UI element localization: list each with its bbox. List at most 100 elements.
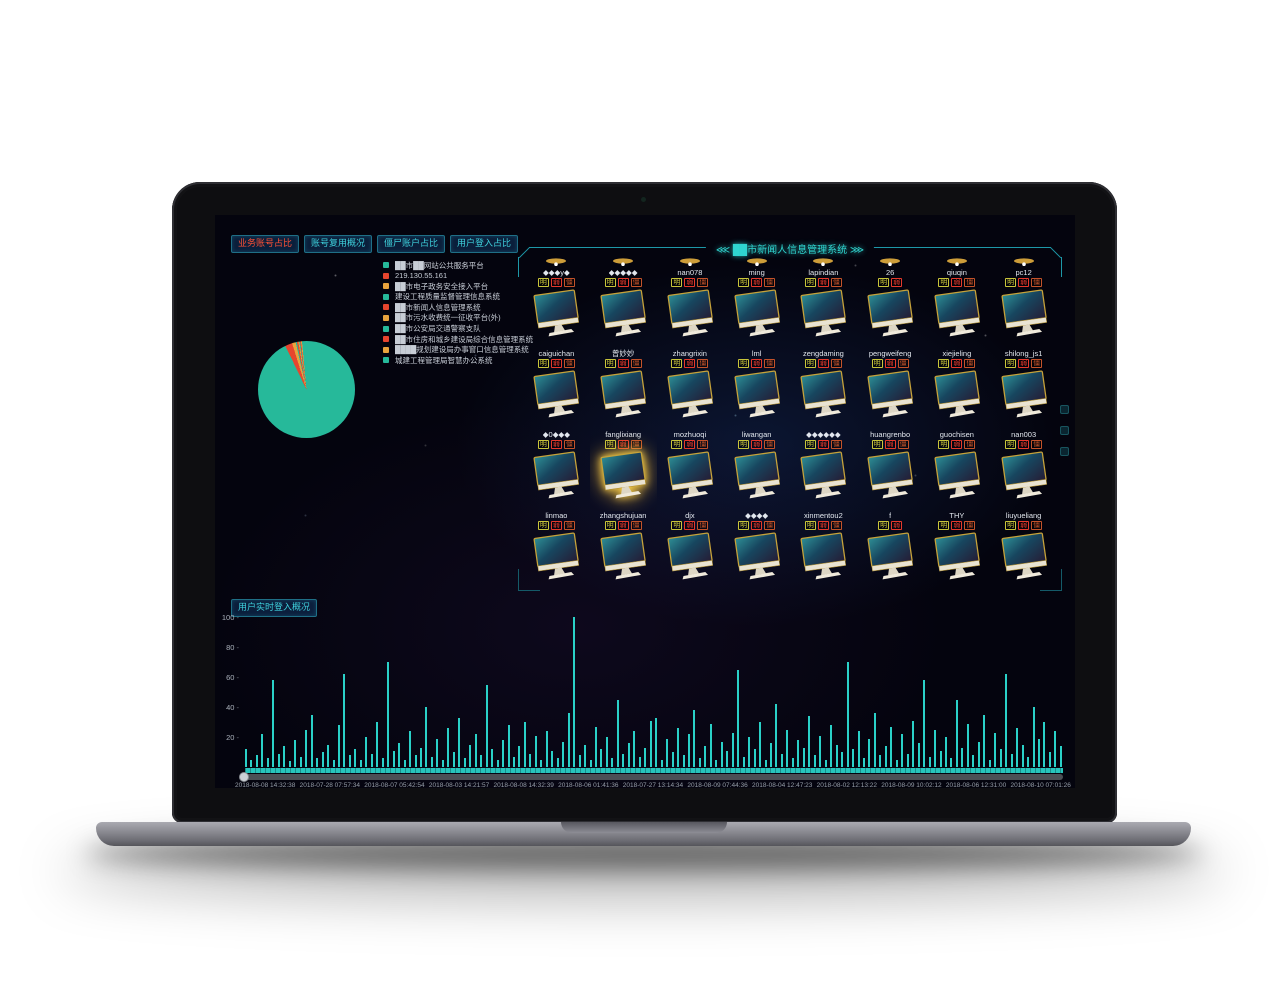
computer-monitor-icon[interactable]	[996, 370, 1052, 418]
computer-monitor-icon[interactable]	[595, 370, 651, 418]
user-cell[interactable]: nan078 明弱僵	[657, 268, 724, 349]
computer-monitor-icon[interactable]	[528, 370, 584, 418]
computer-monitor-icon[interactable]	[662, 289, 718, 337]
legend-item[interactable]: 219.130.55.161	[383, 271, 533, 280]
business-accounts-pie-chart[interactable]	[258, 341, 355, 438]
computer-monitor-icon[interactable]	[996, 532, 1052, 580]
datazoom-scrollbar[interactable]	[245, 774, 1063, 780]
computer-monitor-icon[interactable]	[795, 532, 851, 580]
computer-monitor-icon[interactable]	[595, 289, 651, 337]
datazoom-minimap[interactable]	[245, 768, 1063, 773]
computer-monitor-icon[interactable]	[729, 532, 785, 580]
user-badges: 明弱	[878, 521, 903, 530]
user-cell[interactable]: zhangshujuan 明弱僵	[590, 511, 657, 592]
user-cell[interactable]: caiguichan 明弱僵	[523, 349, 590, 430]
computer-monitor-icon[interactable]	[795, 451, 851, 499]
legend-item[interactable]: ██市公安局交通警察支队	[383, 324, 533, 333]
status-badge: 弱	[550, 521, 562, 530]
bar	[737, 669, 740, 767]
user-cell[interactable]: huangrenbo 明弱僵	[857, 430, 924, 511]
user-cell[interactable]: linmao 明弱僵	[523, 511, 590, 592]
legend-item[interactable]: ██市住房和城乡建设局综合信息管理系统	[383, 335, 533, 344]
computer-monitor-icon[interactable]	[662, 451, 718, 499]
user-cell[interactable]: fanglixiang 明弱僵	[590, 430, 657, 511]
computer-monitor-icon[interactable]	[862, 451, 918, 499]
user-cell[interactable]: 曾妙妙明弱僵	[590, 349, 657, 430]
legend-item[interactable]: ██市污水收费统一征收平台(外)	[383, 313, 533, 322]
status-badge: 弱	[817, 521, 829, 530]
computer-monitor-icon[interactable]	[595, 532, 651, 580]
user-cell[interactable]: ming 明弱僵	[723, 268, 790, 349]
computer-monitor-icon[interactable]	[862, 370, 918, 418]
status-badge: 弱	[1018, 521, 1030, 530]
computer-monitor-icon[interactable]	[662, 370, 718, 418]
computer-monitor-icon[interactable]	[996, 451, 1052, 499]
user-cell[interactable]: liuyueliang 明弱僵	[990, 511, 1057, 592]
user-cell[interactable]: ◆◆◆◆ 明弱僵	[723, 511, 790, 592]
user-cell[interactable]: xinmentou2 明弱僵	[790, 511, 857, 592]
user-cell[interactable]: djx 明弱僵	[657, 511, 724, 592]
user-cell[interactable]: mozhuoqi 明弱僵	[657, 430, 724, 511]
status-badge: 弱	[751, 521, 763, 530]
computer-monitor-icon[interactable]	[862, 289, 918, 337]
user-cell[interactable]: ◆◆◆◆◆ 明弱僵	[590, 268, 657, 349]
user-cell[interactable]: nan003 明弱僵	[990, 430, 1057, 511]
computer-monitor-icon[interactable]	[929, 289, 985, 337]
computer-monitor-icon[interactable]	[929, 451, 985, 499]
bar	[573, 617, 576, 767]
computer-monitor-icon[interactable]	[528, 289, 584, 337]
legend-item[interactable]: ██市██网站公共服务平台	[383, 261, 533, 270]
computer-monitor-icon[interactable]	[595, 451, 651, 499]
user-cell[interactable]: pc12 明弱僵	[990, 268, 1057, 349]
user-cell[interactable]: lapindian 明弱僵	[790, 268, 857, 349]
user-cell[interactable]: 26 明弱	[857, 268, 924, 349]
bar	[873, 713, 876, 767]
x-axis-label: 2018-08-10 07:01:26	[1010, 782, 1071, 788]
user-cell[interactable]: qiuqin 明弱僵	[924, 268, 991, 349]
status-badge: 弱	[1018, 278, 1030, 287]
legend-item[interactable]: 建设工程质量监督管理信息系统	[383, 292, 533, 301]
computer-monitor-icon[interactable]	[662, 532, 718, 580]
legend-item[interactable]: 城建工程管理局智慧办公系统	[383, 356, 533, 365]
user-cell[interactable]: guochisen 明弱僵	[924, 430, 991, 511]
user-cell[interactable]: ◆0◆◆◆ 明弱僵	[523, 430, 590, 511]
computer-monitor-icon[interactable]	[862, 532, 918, 580]
bar	[917, 743, 920, 767]
user-cell[interactable]: liwangan 明弱僵	[723, 430, 790, 511]
computer-monitor-icon[interactable]	[795, 370, 851, 418]
user-cell[interactable]: ◆◆◆◆◆◆ 明弱僵	[790, 430, 857, 511]
user-cell[interactable]: ◆◆◆y◆ 明弱僵	[523, 268, 590, 349]
lamp-icon	[746, 257, 767, 266]
tab-item[interactable]: 僵尸账户占比	[377, 235, 446, 253]
legend-item[interactable]: ██市新闻人信息管理系统	[383, 303, 533, 312]
computer-monitor-icon[interactable]	[528, 532, 584, 580]
bar	[277, 753, 280, 767]
user-cell[interactable]: zhangrixin 明弱僵	[657, 349, 724, 430]
legend-item[interactable]: ██市电子政务安全接入平台	[383, 282, 533, 291]
user-cell[interactable]: xiejieling 明弱僵	[924, 349, 991, 430]
computer-monitor-icon[interactable]	[729, 451, 785, 499]
tab-item[interactable]: 用户登入占比	[450, 235, 519, 253]
user-cell[interactable]: shilong_js1 明弱僵	[990, 349, 1057, 430]
bar	[327, 744, 330, 767]
computer-monitor-icon[interactable]	[528, 451, 584, 499]
bar	[316, 758, 319, 767]
user-cell[interactable]: lml 明弱僵	[723, 349, 790, 430]
user-cell[interactable]: THY 明弱僵	[924, 511, 991, 592]
computer-monitor-icon[interactable]	[729, 289, 785, 337]
computer-monitor-icon[interactable]	[929, 532, 985, 580]
computer-monitor-icon[interactable]	[795, 289, 851, 337]
user-cell[interactable]: zengdaming 明弱僵	[790, 349, 857, 430]
legend-item[interactable]: ████规划建设局办事窗口信息管理系统	[383, 345, 533, 354]
computer-monitor-icon[interactable]	[996, 289, 1052, 337]
bar	[474, 734, 477, 767]
x-axis-label: 2018-07-28 07:57:34	[299, 782, 360, 788]
legend-swatch-icon	[383, 262, 389, 268]
computer-monitor-icon[interactable]	[729, 370, 785, 418]
user-cell[interactable]: pengweifeng 明弱僵	[857, 349, 924, 430]
computer-monitor-icon[interactable]	[929, 370, 985, 418]
tab-item[interactable]: 账号复用概况	[304, 235, 373, 253]
tab-active[interactable]: 业务账号占比	[231, 235, 300, 253]
datazoom-handle-icon[interactable]	[239, 772, 249, 782]
